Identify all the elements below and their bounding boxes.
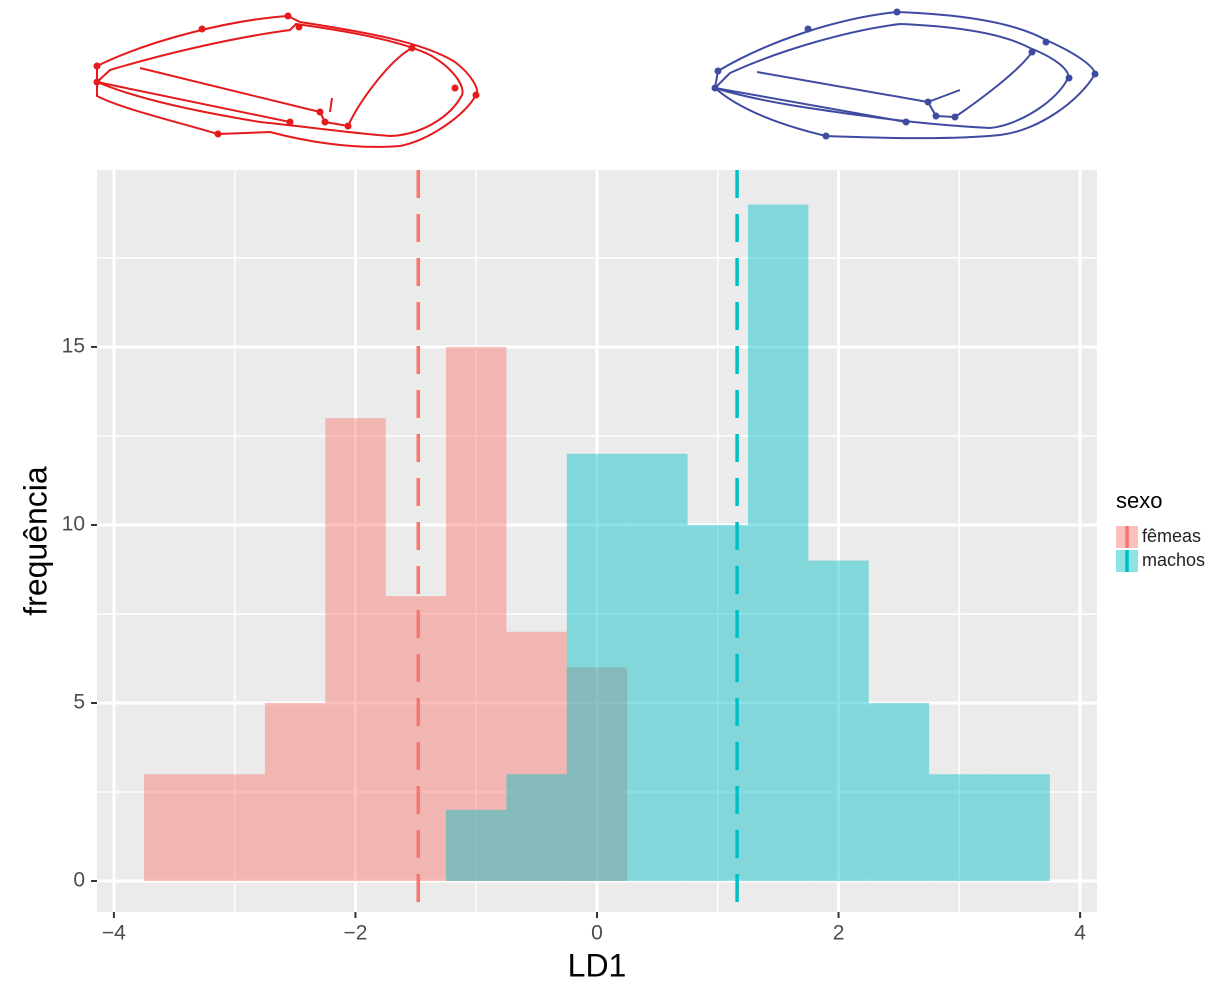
y-tick-label: 5 xyxy=(73,691,85,714)
bar xyxy=(446,346,507,882)
bar xyxy=(808,560,869,882)
bar xyxy=(627,453,688,882)
y-tick-label: 0 xyxy=(73,869,85,892)
x-tick-label: 2 xyxy=(833,922,845,945)
bar xyxy=(385,596,447,882)
bar xyxy=(144,774,205,882)
x-tick-label: 4 xyxy=(1074,922,1086,945)
legend-label: fêmeas xyxy=(1142,526,1201,546)
bar xyxy=(989,774,1050,882)
bar xyxy=(264,703,326,882)
x-tick-label: −2 xyxy=(343,922,367,945)
bar xyxy=(687,524,748,882)
wing-female xyxy=(93,12,480,148)
bar xyxy=(747,204,809,882)
x-tick-label: 0 xyxy=(591,922,603,945)
y-tick-label: 10 xyxy=(62,513,85,536)
bar xyxy=(868,703,930,882)
y-axis-label: frequência xyxy=(17,466,53,616)
legend-title: sexo xyxy=(1116,488,1162,513)
bar xyxy=(446,809,507,882)
bar xyxy=(506,774,567,882)
x-tick-label: −4 xyxy=(102,922,126,945)
bar xyxy=(204,774,265,882)
bar xyxy=(566,667,628,882)
x-axis-label: LD1 xyxy=(568,947,627,983)
bar xyxy=(506,631,567,882)
bar xyxy=(929,774,990,882)
legend-label: machos xyxy=(1142,550,1205,570)
y-tick-label: 15 xyxy=(62,335,85,358)
wing-male xyxy=(711,8,1099,140)
bar xyxy=(325,418,386,882)
bar xyxy=(566,453,628,882)
